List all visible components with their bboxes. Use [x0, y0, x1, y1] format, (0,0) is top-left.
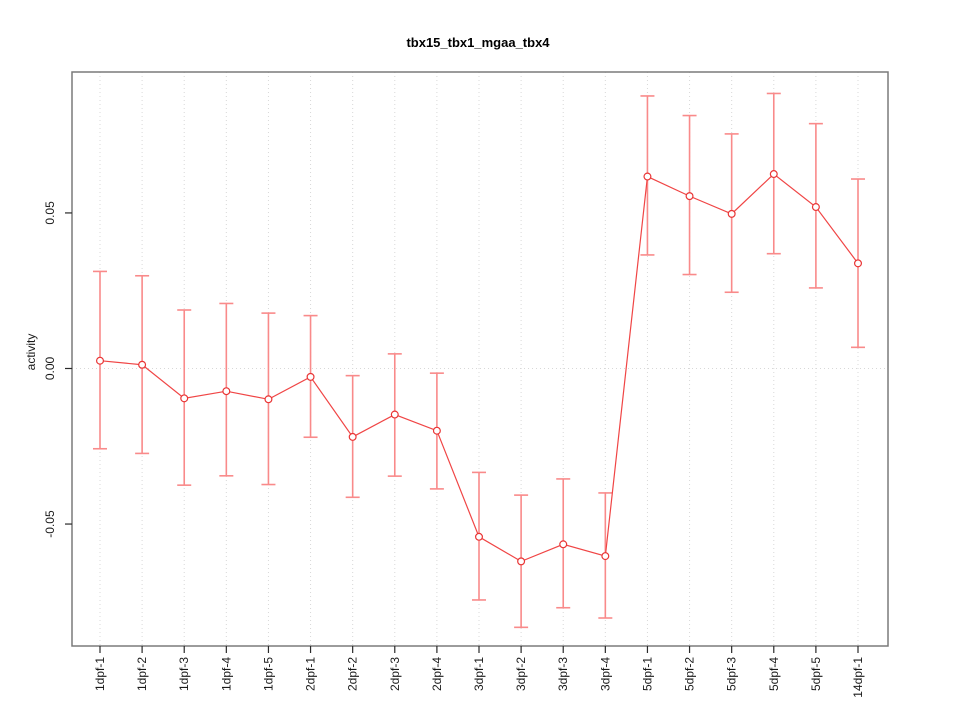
data-point [180, 394, 189, 403]
data-point [811, 203, 820, 212]
x-tick-label: 1dpf-1 [93, 657, 107, 691]
chart-title: tbx15_tbx1_mgaa_tbx4 [406, 35, 550, 50]
x-tick-label: 5dpf-3 [725, 657, 739, 691]
data-point [390, 410, 399, 419]
data-point [432, 426, 441, 435]
data-point [601, 552, 610, 561]
data-point [138, 360, 147, 369]
data-point [559, 540, 568, 549]
x-tick-label: 2dpf-1 [304, 657, 318, 691]
x-tick-label: 3dpf-3 [556, 657, 570, 691]
data-point [769, 170, 778, 179]
x-tick-label: 2dpf-3 [388, 657, 402, 691]
data-point [685, 192, 694, 201]
x-tick-label: 5dpf-2 [683, 657, 697, 691]
data-point [727, 209, 736, 218]
data-point [475, 532, 484, 541]
y-tick-label: 0.00 [43, 356, 57, 380]
y-tick-label: 0.05 [43, 201, 57, 225]
data-point [264, 395, 273, 404]
x-tick-label: 3dpf-2 [514, 657, 528, 691]
x-tick-label: 1dpf-2 [135, 657, 149, 691]
y-axis-label: activity [24, 334, 38, 371]
x-tick-label: 2dpf-4 [430, 657, 444, 691]
data-point [95, 356, 104, 365]
x-tick-label: 1dpf-5 [261, 657, 275, 691]
y-tick-label: -0.05 [43, 510, 57, 538]
x-tick-label: 1dpf-3 [177, 657, 191, 691]
x-tick-label: 1dpf-4 [219, 657, 233, 691]
x-tick-label: 14dpf-1 [851, 657, 865, 698]
plot-area: -0.05 0.00 0.05 1dpf-1 1dpf-2 1dpf-3 1dpf-4 1dp… [43, 71, 889, 698]
x-tick-label: 3dpf-4 [598, 657, 612, 691]
x-tick-label: 5dpf-5 [809, 657, 823, 691]
data-point [348, 432, 357, 441]
data-point [306, 372, 315, 381]
x-tick-label: 5dpf-1 [640, 657, 654, 691]
data-point [517, 557, 526, 566]
data-point [853, 259, 862, 268]
x-tick-label: 2dpf-2 [346, 657, 360, 691]
data-point [222, 387, 231, 396]
data-point [643, 172, 652, 181]
x-tick-label: 3dpf-1 [472, 657, 486, 691]
plot-border [71, 71, 889, 647]
x-tick-label: 5dpf-4 [767, 657, 781, 691]
